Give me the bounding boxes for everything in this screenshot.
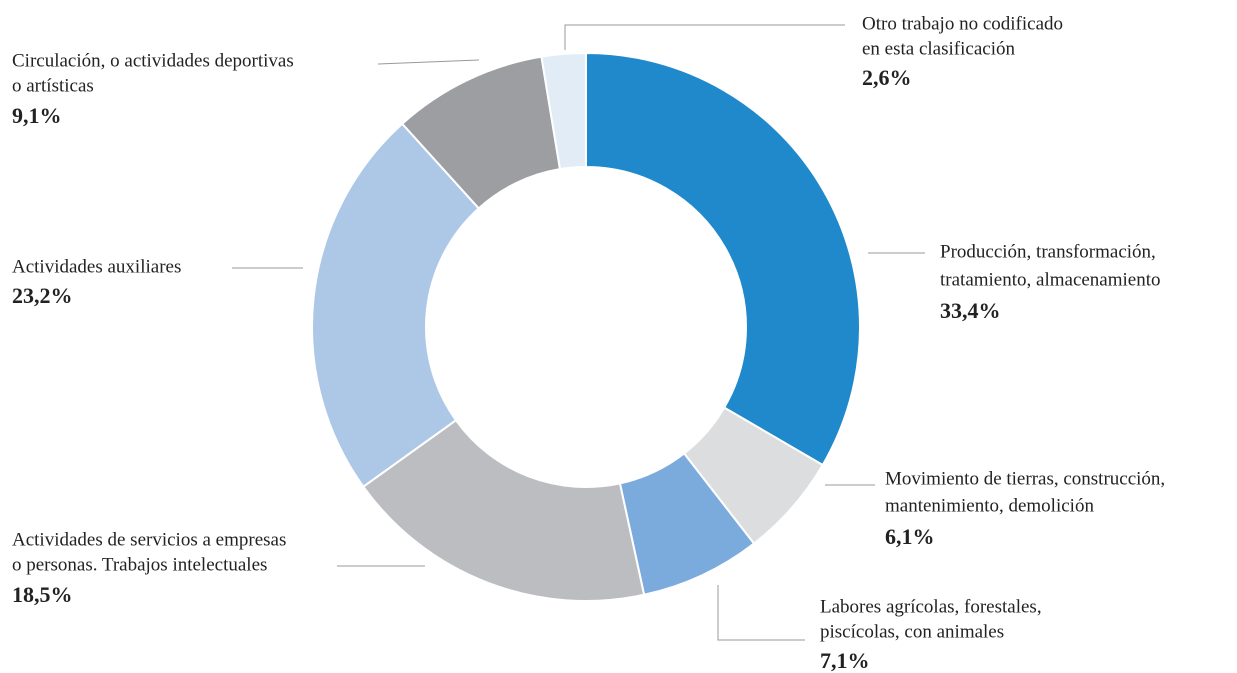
value-label: 23,2% bbox=[12, 283, 73, 308]
slice-label: Movimiento de tierras, construcción, bbox=[885, 468, 1165, 489]
value-label: 33,4% bbox=[940, 298, 1001, 323]
slice-label: Actividades auxiliares bbox=[12, 256, 181, 277]
slice-label: Labores agrícolas, forestales, bbox=[820, 596, 1042, 617]
value-label: 7,1% bbox=[820, 648, 870, 673]
leader-line bbox=[564, 24, 845, 50]
slice-label: Circulación, o actividades deportivas bbox=[12, 50, 294, 71]
slice-label: piscícolas, con animales bbox=[820, 621, 1004, 642]
slice-label: mantenimiento, demolición bbox=[885, 495, 1094, 516]
slice-label: en esta clasificación bbox=[862, 38, 1015, 59]
slice-label: Producción, transformación, bbox=[940, 241, 1156, 262]
slice-label: o artísticas bbox=[12, 75, 94, 96]
slice bbox=[585, 51, 861, 467]
value-label: 6,1% bbox=[885, 524, 935, 549]
slice-label: tratamiento, almacenamiento bbox=[940, 269, 1161, 290]
slice-label: Otro trabajo no codificado bbox=[862, 13, 1063, 34]
leader-line bbox=[717, 585, 805, 641]
leader-line bbox=[377, 59, 480, 65]
value-label: 2,6% bbox=[862, 65, 912, 90]
slice bbox=[361, 418, 646, 602]
slice bbox=[311, 122, 481, 489]
slice-label: Actividades de servicios a empresas bbox=[12, 529, 286, 550]
slice bbox=[540, 51, 587, 171]
slice-label: o personas. Trabajos intelectuales bbox=[12, 554, 267, 575]
value-label: 18,5% bbox=[12, 582, 73, 607]
value-label: 9,1% bbox=[12, 103, 62, 128]
